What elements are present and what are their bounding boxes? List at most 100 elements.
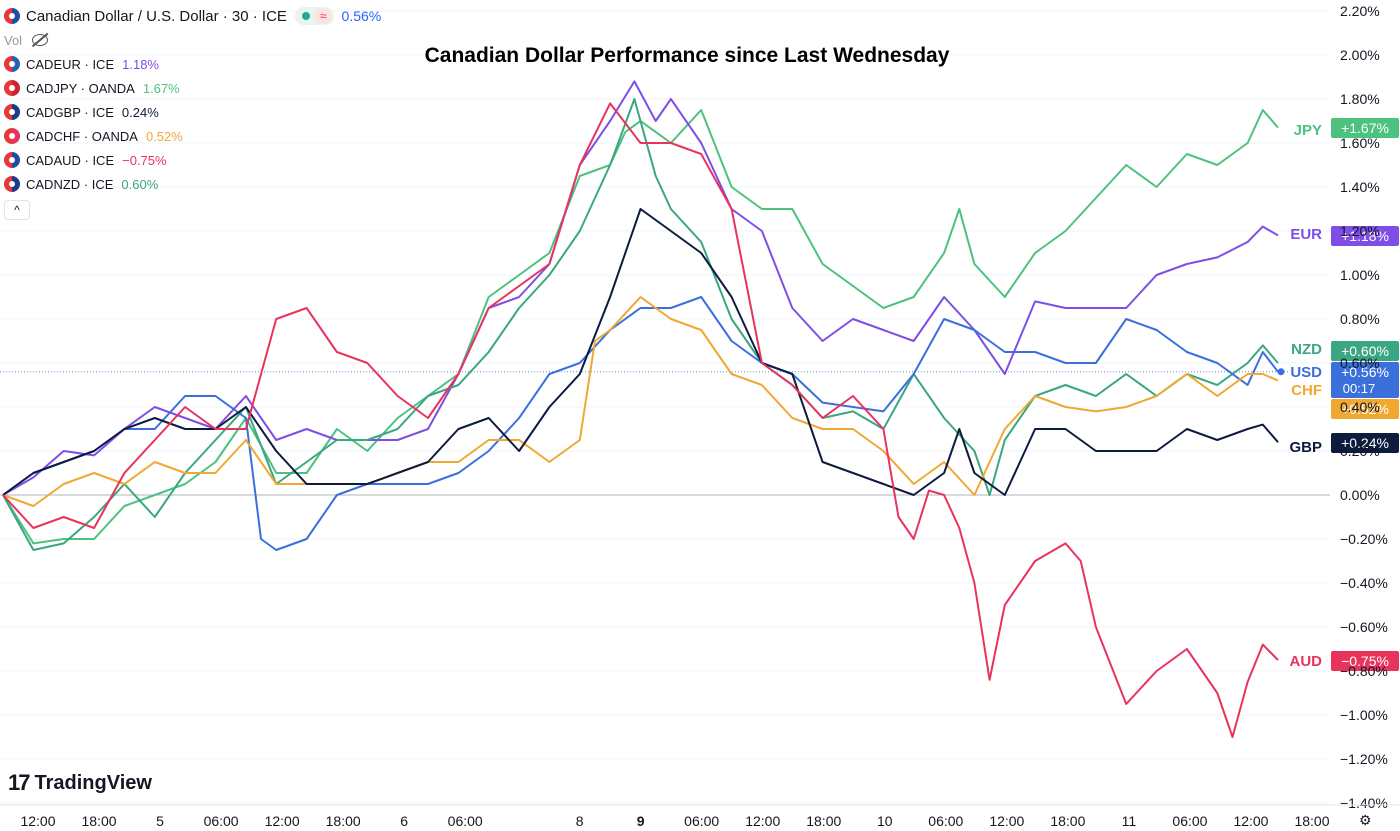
series-line-nzd [2,98,1279,551]
legend-item[interactable]: CADEUR · ICE 1.18% [4,52,381,76]
legend-item[interactable]: CADJPY · OANDA 1.67% [4,76,381,100]
x-tick-label: 5 [156,813,164,829]
x-tick-label: 18:00 [1050,813,1085,829]
vol-row[interactable]: Vol [4,28,381,52]
legend-symbol[interactable]: CADNZD · ICE [26,176,114,192]
hidden-eye-icon[interactable] [32,34,49,46]
reference-lines [0,371,1330,496]
currency-flag-icon [4,56,20,72]
x-tick-label: 18:00 [82,813,117,829]
x-tick-label: 9 [637,813,645,829]
x-tick-label: 06:00 [684,813,719,829]
y-tick-label: −0.20% [1340,531,1388,547]
series-name-label: GBP [1289,439,1322,456]
currency-flag-icon [4,104,20,120]
legend-symbol[interactable]: CADCHF · OANDA [26,128,138,144]
legend-symbol[interactable]: CADAUD · ICE [26,152,115,168]
x-tick-label: 06:00 [204,813,239,829]
collapse-row: ^ [4,196,381,220]
series-value-badge [1331,433,1399,453]
legend: Canadian Dollar / U.S. Dollar · 30 · ICE… [4,4,381,220]
x-tick-label: 10 [877,813,893,829]
logo-text: TradingView [34,771,152,794]
legend-value: 0.60% [121,176,159,192]
y-tick-label: 0.60% [1340,355,1380,371]
legend-value: 1.18% [122,56,159,72]
series-value-badge [1331,362,1399,398]
status-badge[interactable]: ≈ [294,7,334,25]
x-axis[interactable]: 12:00 18:00 5 06:00 12:00 18:00 6 06:00 8 9 06:00 1… [0,804,1400,829]
main-symbol-row[interactable]: Canadian Dollar / U.S. Dollar · 30 · ICE… [4,4,381,28]
series-line-usd [2,296,1279,551]
y-axis[interactable]: 2.20% 2.00% 1.80% 1.60% 1.40% 1.20% 1.00% 0.80%… [1340,3,1388,811]
legend-value: 1.67% [142,80,180,96]
series-value-badge [1331,651,1399,671]
logo-mark-icon: 17 [8,770,31,795]
y-tick-label: −0.80% [1340,663,1388,679]
vol-label: Vol [4,32,23,48]
y-tick-label: 1.80% [1340,91,1380,107]
x-tick-label: 12:00 [1233,813,1268,829]
series-value-badge [1331,118,1399,138]
y-tick-label: 1.00% [1340,267,1380,283]
x-tick-label: 12:00 [20,813,55,829]
y-tick-label: 1.20% [1340,223,1380,239]
cad-usd-flag-icon [4,8,20,24]
legend-value: −0.75% [122,152,167,168]
legend-symbol[interactable]: CADGBP · ICE [26,104,114,120]
series-value-text: +0.52% [1341,401,1389,417]
series-name-label: CHF [1291,382,1322,399]
x-tick-label: 06:00 [1172,813,1207,829]
series-line-eur [2,80,1279,496]
usd-countdown: 00:17 [1343,381,1376,396]
series-value-text: +0.24% [1341,435,1389,451]
currency-flag-icon [4,176,20,192]
indicator-wave: ≈ [314,8,332,24]
collapse-legend-button[interactable]: ^ [4,200,30,220]
usd-last-dot [1277,368,1285,376]
y-tick-label: 0.40% [1340,399,1380,415]
series-line-chf [2,296,1279,507]
main-symbol-value: 0.56% [341,8,382,24]
main-symbol-title[interactable]: Canadian Dollar / U.S. Dollar · 30 · ICE [26,7,287,25]
x-tick-label: 06:00 [928,813,963,829]
x-tick-label: 12:00 [265,813,300,829]
x-tick-label: 12:00 [989,813,1024,829]
y-tick-label: −1.00% [1340,707,1388,723]
x-tick-label: 11 [1122,813,1137,829]
x-tick-label: 18:00 [1294,813,1329,829]
series-value-text: +1.18% [1341,228,1389,244]
tradingview-logo[interactable]: 17 TradingView [8,770,152,796]
series-name-label: USD [1290,364,1322,381]
x-tick-label: 18:00 [326,813,361,829]
legend-symbol[interactable]: CADEUR · ICE [26,56,115,72]
x-tick-label: 06:00 [448,813,483,829]
currency-flag-icon [4,128,20,144]
legend-value: 0.52% [145,128,183,144]
legend-items: CADEUR · ICE 1.18% CADJPY · OANDA 1.67% CADG… [4,52,381,196]
y-tick-label: 0.80% [1340,311,1380,327]
legend-symbol[interactable]: CADJPY · OANDA [26,80,135,96]
series-name-label: AUD [1290,653,1323,670]
y-tick-label: 2.20% [1340,3,1380,19]
series-line-gbp [2,208,1279,496]
series-value-text: +0.60% [1341,343,1389,359]
legend-item[interactable]: CADNZD · ICE 0.60% [4,172,381,196]
series-line-aud [2,102,1279,738]
series-value-badge [1331,341,1399,361]
legend-item[interactable]: CADAUD · ICE −0.75% [4,148,381,172]
series-value-text: −0.75% [1341,653,1389,669]
series-name-label: JPY [1294,122,1322,139]
currency-flag-icon [4,152,20,168]
legend-item[interactable]: CADGBP · ICE 0.24% [4,100,381,124]
series-end-labels: JPY +1.67% EUR +1.18% NZD +0.60% USD +0.56%00:1… [1289,118,1399,671]
chart-title: Canadian Dollar Performance since Last W… [424,44,950,67]
legend-item[interactable]: CADCHF · OANDA 0.52% [4,124,381,148]
y-tick-label: 0.20% [1340,443,1380,459]
series-lines [2,80,1285,738]
x-tick-label: 18:00 [806,813,841,829]
market-open-dot-icon [301,12,310,20]
settings-gear-icon[interactable]: ⚙ [1359,812,1372,828]
y-tick-label: 2.00% [1340,47,1380,63]
